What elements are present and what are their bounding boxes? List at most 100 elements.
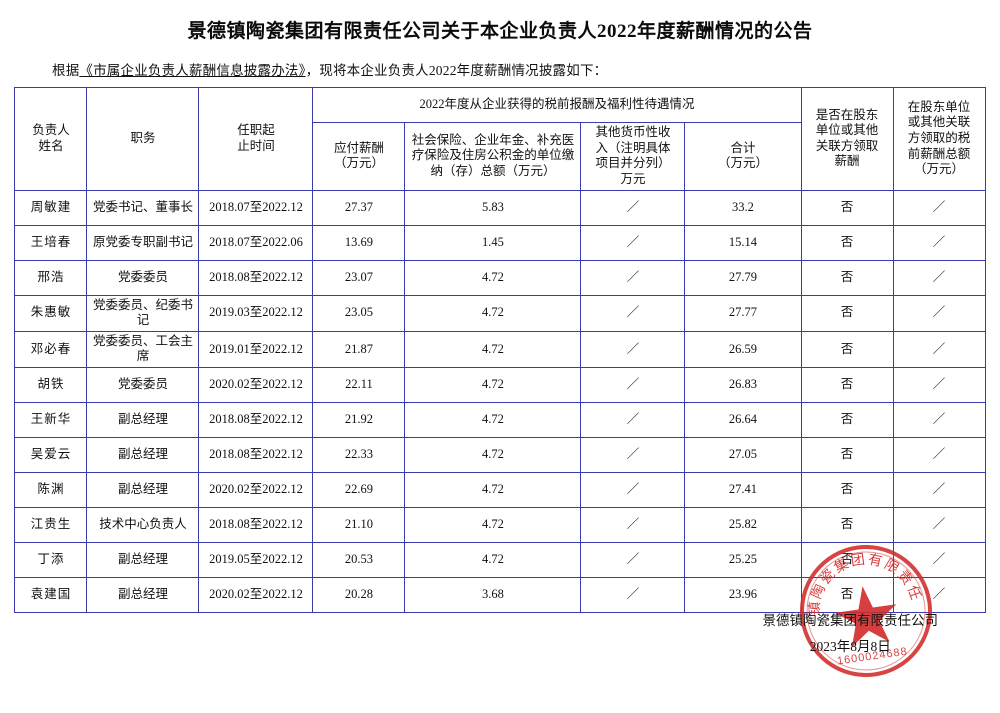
table-body: 周敏建 党委书记、董事长 2018.07至2022.12 27.37 5.83 ／ 33.2…: [14, 189, 986, 613]
cell-shareholder-amount: ／: [892, 294, 986, 332]
cell-other-income: ／: [580, 294, 686, 332]
cell-post: 副总经理: [86, 577, 200, 613]
cell-other-income: ／: [580, 542, 686, 578]
cell-total: 26.59: [684, 330, 802, 369]
cell-payable-salary: 27.37: [312, 189, 406, 226]
cell-term: 2020.02至2022.12: [198, 472, 314, 508]
cell-insurance: 4.72: [404, 437, 582, 473]
header-insurance: 社会保险、企业年金、补充医疗保险及住房公积金的单位缴纳（存）总额（万元）: [404, 122, 582, 191]
cell-post: 技术中心负责人: [86, 507, 200, 543]
cell-payable-salary: 20.28: [312, 577, 406, 613]
cell-post: 党委委员: [86, 367, 200, 403]
cell-total: 33.2: [684, 189, 802, 226]
cell-name: 王培春: [14, 224, 88, 261]
cell-shareholder-pay: 否: [800, 294, 894, 332]
cell-payable-salary: 22.11: [312, 367, 406, 403]
cell-shareholder-pay: 否: [800, 189, 894, 226]
cell-term: 2018.08至2022.12: [198, 507, 314, 543]
cell-insurance: 4.72: [404, 294, 582, 332]
cell-other-income: ／: [580, 189, 686, 226]
cell-name: 邢浩: [14, 259, 88, 296]
header-term: 任职起 止时间: [198, 87, 314, 191]
cell-other-income: ／: [580, 437, 686, 473]
cell-name: 邓必春: [14, 330, 88, 369]
intro-prefix: 根据: [52, 63, 80, 78]
table-row: 丁添 副总经理 2019.05至2022.12 20.53 4.72 ／ 25.25 否／: [14, 542, 986, 578]
cell-insurance: 4.72: [404, 507, 582, 543]
cell-shareholder-amount: ／: [892, 507, 986, 543]
cell-post: 党委委员、工会主席: [86, 330, 200, 369]
table-row: 陈渊 副总经理 2020.02至2022.12 22.69 4.72 ／ 27.41 否／: [14, 472, 986, 508]
cell-post: 党委委员: [86, 259, 200, 296]
cell-term: 2020.02至2022.12: [198, 367, 314, 403]
cell-shareholder-amount: ／: [892, 402, 986, 438]
cell-shareholder-amount: ／: [892, 224, 986, 261]
cell-total: 26.83: [684, 367, 802, 403]
table-header-row-2: 应付薪酬 （万元） 社会保险、企业年金、补充医疗保险及住房公积金的单位缴纳（存）…: [15, 122, 985, 191]
cell-other-income: ／: [580, 507, 686, 543]
cell-post: 副总经理: [86, 472, 200, 508]
cell-payable-salary: 22.69: [312, 472, 406, 508]
header-shareholder-amount: 在股东单位 或其他关联 方领取的税 前薪酬总额 （万元）: [892, 87, 986, 191]
cell-post: 副总经理: [86, 437, 200, 473]
cell-shareholder-amount: ／: [892, 189, 986, 226]
cell-insurance: 4.72: [404, 402, 582, 438]
table-row: 吴爱云 副总经理 2018.08至2022.12 22.33 4.72 ／ 27.05 否／: [14, 437, 986, 473]
cell-post: 党委书记、董事长: [86, 189, 200, 226]
cell-insurance: 1.45: [404, 224, 582, 261]
table-row: 邢浩 党委委员 2018.08至2022.12 23.07 4.72 ／ 27.79 否／: [14, 259, 986, 296]
cell-term: 2018.08至2022.12: [198, 259, 314, 296]
cell-term: 2020.02至2022.12: [198, 577, 314, 613]
header-payable-salary: 应付薪酬 （万元）: [312, 122, 406, 191]
cell-post: 副总经理: [86, 542, 200, 578]
cell-post: 党委委员、纪委书记: [86, 294, 200, 332]
cell-term: 2019.01至2022.12: [198, 330, 314, 369]
cell-payable-salary: 21.92: [312, 402, 406, 438]
cell-post: 副总经理: [86, 402, 200, 438]
cell-payable-salary: 20.53: [312, 542, 406, 578]
cell-shareholder-pay: 否: [800, 542, 894, 578]
intro-regulation-name: 《市属企业负责人薪酬信息披露办法》: [79, 63, 306, 78]
cell-payable-salary: 13.69: [312, 224, 406, 261]
table-row: 袁建国 副总经理 2020.02至2022.12 20.28 3.68 ／ 23.96 否／: [14, 577, 986, 613]
table-header: 负责人 姓名 职务 任职起 止时间 2022年度从企业获得的税前报酬及福利性待遇…: [14, 87, 986, 191]
header-group-compensation: 2022年度从企业获得的税前报酬及福利性待遇情况: [312, 87, 802, 123]
header-post: 职务: [86, 87, 200, 191]
cell-insurance: 4.72: [404, 472, 582, 508]
cell-total: 26.64: [684, 402, 802, 438]
cell-total: 15.14: [684, 224, 802, 261]
cell-payable-salary: 21.87: [312, 330, 406, 369]
cell-payable-salary: 23.05: [312, 294, 406, 332]
cell-term: 2019.05至2022.12: [198, 542, 314, 578]
signature-company: 景德镇陶瓷集团有限责任公司: [762, 613, 939, 628]
table-row: 邓必春 党委委员、工会主席 2019.01至2022.12 21.87 4.72 ／ 26.…: [14, 330, 986, 369]
cell-shareholder-amount: ／: [892, 542, 986, 578]
cell-term: 2018.07至2022.06: [198, 224, 314, 261]
cell-total: 27.77: [684, 294, 802, 332]
cell-payable-salary: 21.10: [312, 507, 406, 543]
compensation-table: 负责人 姓名 职务 任职起 止时间 2022年度从企业获得的税前报酬及福利性待遇…: [14, 87, 986, 613]
cell-shareholder-pay: 否: [800, 330, 894, 369]
cell-total: 25.25: [684, 542, 802, 578]
header-shareholder-pay: 是否在股东 单位或其他 关联方领取 薪酬: [800, 87, 894, 191]
cell-name: 胡铁: [14, 367, 88, 403]
table-header-row-1: 负责人 姓名 职务 任职起 止时间 2022年度从企业获得的税前报酬及福利性待遇…: [14, 87, 986, 191]
cell-shareholder-amount: ／: [892, 437, 986, 473]
cell-total: 23.96: [684, 577, 802, 613]
cell-name: 周敏建: [14, 189, 88, 226]
header-total: 合计 （万元）: [684, 122, 802, 191]
cell-term: 2018.07至2022.12: [198, 189, 314, 226]
cell-name: 江贵生: [14, 507, 88, 543]
cell-insurance: 5.83: [404, 189, 582, 226]
cell-shareholder-pay: 否: [800, 472, 894, 508]
cell-shareholder-pay: 否: [800, 507, 894, 543]
cell-payable-salary: 23.07: [312, 259, 406, 296]
cell-name: 王新华: [14, 402, 88, 438]
cell-name: 朱惠敏: [14, 294, 88, 332]
cell-term: 2018.08至2022.12: [198, 402, 314, 438]
cell-total: 25.82: [684, 507, 802, 543]
cell-term: 2018.08至2022.12: [198, 437, 314, 473]
cell-shareholder-pay: 否: [800, 437, 894, 473]
cell-payable-salary: 22.33: [312, 437, 406, 473]
